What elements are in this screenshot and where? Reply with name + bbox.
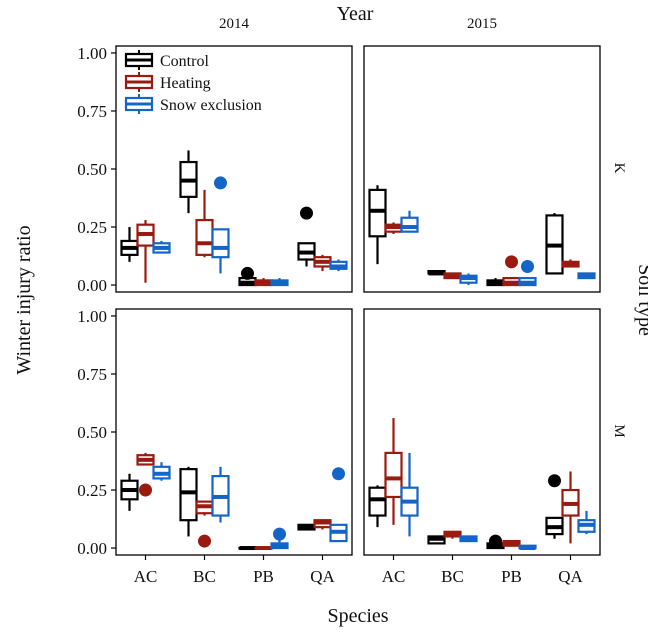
box-QA-heating [313, 519, 332, 530]
box-AC-control [368, 185, 387, 265]
box-body [211, 228, 230, 259]
box-outlier-point [505, 255, 518, 269]
box-BC-control [179, 150, 198, 214]
box-body [179, 468, 198, 522]
box-AC-heating [136, 220, 155, 283]
box-AC-control [120, 227, 139, 262]
column-facet-title: Year [337, 3, 374, 25]
box-body [368, 188, 387, 238]
y-tick-label: 0.75 [77, 102, 107, 121]
box-AC-snow-exclusion [400, 210, 419, 233]
row-strip-M: M [611, 424, 627, 437]
y-tick-label: 0.50 [77, 160, 107, 179]
plot-layer: 0.00 0.25 0.50 0.75 1.00 0.00 0.25 0.50 0.75 1.00… [77, 44, 601, 586]
legend-label: Heating [160, 75, 211, 92]
box-QA-control [297, 523, 316, 531]
box-BC-control [427, 535, 446, 545]
box-AC-heating [384, 418, 403, 525]
box-PB-control [238, 546, 257, 551]
box-PB-heating [254, 546, 273, 551]
box-QA-control [297, 206, 316, 267]
legend: Control Heating Snow exclusion [124, 50, 262, 114]
x-tick-label: PB [501, 567, 522, 586]
box-outlier-point [521, 259, 534, 273]
box-outlier-point [300, 206, 313, 220]
box-QA-control [545, 474, 564, 539]
box-QA-heating [561, 471, 580, 544]
y-tick-label: 0.50 [77, 423, 107, 442]
box-BC-snow-exclusion [459, 535, 478, 543]
box-PB-snow-exclusion [518, 259, 537, 287]
row-strip-K: K [611, 163, 627, 174]
box-BC-heating [443, 530, 462, 539]
box-QA-heating [561, 259, 580, 268]
x-tick-label: AC [134, 567, 158, 586]
box-BC-snow-exclusion [211, 466, 230, 523]
panel-frame-2015-M [363, 308, 601, 556]
legend-label: Snow exclusion [160, 97, 262, 114]
box-outlier-point [273, 527, 286, 541]
y-tick-label: 1.00 [77, 307, 107, 326]
box-QA-control [545, 213, 564, 275]
box-PB-heating [502, 539, 521, 547]
y-tick-label: 0.00 [77, 539, 107, 558]
box-QA-snow-exclusion [329, 259, 348, 272]
box-body [384, 451, 403, 499]
box-QA-snow-exclusion [577, 510, 596, 535]
box-PB-snow-exclusion [518, 544, 537, 551]
column-strip-2015: 2015 [467, 16, 497, 32]
box-AC-snow-exclusion [152, 462, 171, 481]
box-QA-snow-exclusion [577, 272, 596, 280]
box-BC-snow-exclusion [211, 176, 230, 274]
box-BC-heating [443, 272, 462, 280]
y-tick-label: 0.25 [77, 218, 107, 237]
x-tick-label: QA [310, 567, 335, 586]
y-tick-label: 0.00 [77, 276, 107, 295]
panel-frame-2014-M [115, 308, 353, 556]
box-outlier-point [214, 176, 227, 190]
y-tick-label: 0.75 [77, 365, 107, 384]
box-body [400, 216, 419, 233]
x-tick-label: PB [253, 567, 274, 586]
box-AC-snow-exclusion [400, 452, 419, 537]
x-tick-label: BC [193, 567, 216, 586]
box-QA-snow-exclusion [329, 467, 348, 543]
legend-item-control: Control [124, 50, 209, 70]
box-BC-heating [195, 189, 214, 258]
x-axis-title: Species [327, 605, 388, 627]
box-AC-control [120, 473, 139, 511]
box-PB-control [486, 534, 505, 550]
box-PB-snow-exclusion [270, 527, 289, 550]
column-strip-2014: 2014 [219, 16, 250, 32]
box-BC-control [179, 466, 198, 537]
box-body [195, 218, 214, 256]
box-outlier-point [548, 474, 561, 488]
box-outlier-point [139, 483, 152, 497]
row-facet-title: Soil type [634, 264, 648, 336]
x-tick-label: BC [441, 567, 464, 586]
box-outlier-point [241, 266, 254, 280]
box-AC-control [368, 485, 387, 528]
box-BC-control [427, 270, 446, 276]
box-AC-snow-exclusion [152, 240, 171, 254]
legend-item-snow-exclusion: Snow exclusion [124, 94, 262, 114]
x-tick-label: AC [382, 567, 406, 586]
x-tick-label: QA [558, 567, 583, 586]
box-AC-heating [136, 452, 155, 497]
panel-frame-2015-K [363, 45, 601, 293]
legend-label: Control [160, 53, 209, 70]
box-body [368, 486, 387, 517]
box-AC-heating [384, 222, 403, 234]
y-axis-title: Winter injury ratio [13, 225, 35, 374]
box-outlier-point [332, 467, 345, 481]
box-outlier-point [198, 534, 211, 548]
box-BC-snow-exclusion [459, 273, 478, 286]
y-tick-label: 0.25 [77, 481, 107, 500]
legend-item-heating: Heating [124, 72, 211, 92]
box-outlier-point [489, 534, 502, 548]
y-tick-label: 1.00 [77, 44, 107, 63]
box-PB-snow-exclusion [270, 278, 289, 287]
